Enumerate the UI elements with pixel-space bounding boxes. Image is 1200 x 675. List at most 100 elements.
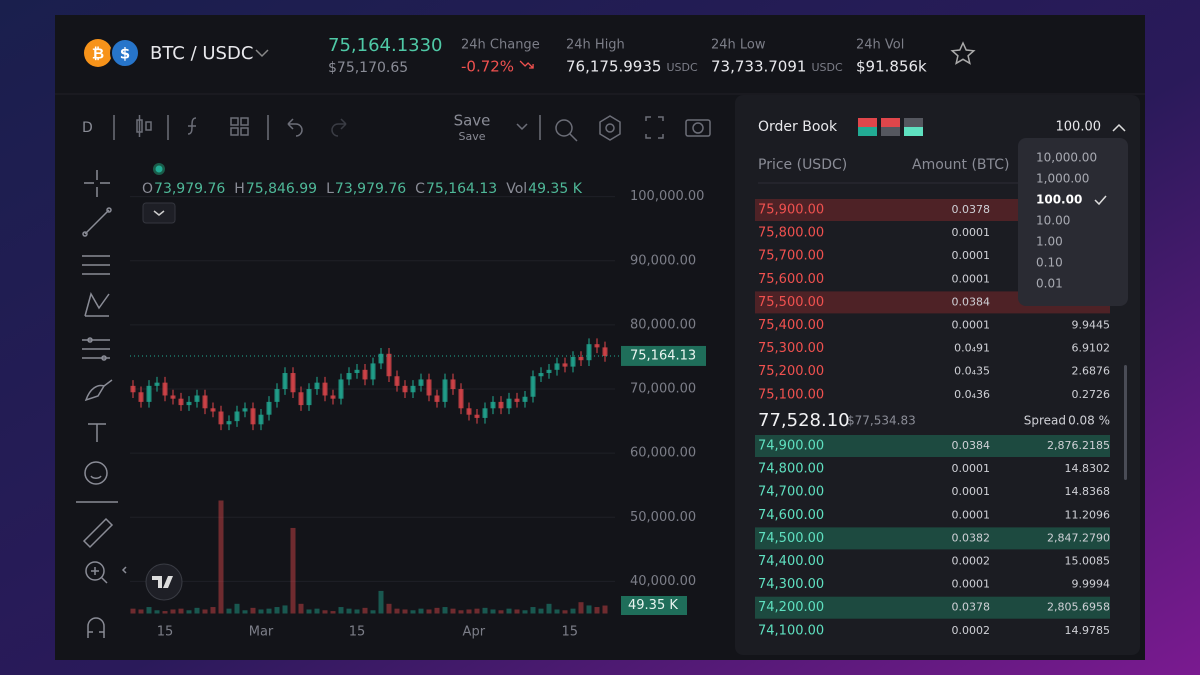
row-total: 11.2096 bbox=[1065, 508, 1111, 521]
volume-bar bbox=[530, 607, 536, 614]
candle-body bbox=[418, 379, 424, 386]
candle-body bbox=[226, 421, 232, 425]
row-amount: 0.0001 bbox=[952, 508, 991, 521]
volume-bar bbox=[506, 608, 512, 614]
usdc-logo bbox=[110, 38, 140, 68]
save-button[interactable]: Save bbox=[454, 112, 491, 130]
volume-bar bbox=[410, 610, 416, 614]
volume-bar bbox=[178, 608, 184, 614]
volume-bar bbox=[562, 610, 568, 614]
row-price: 74,500.00 bbox=[758, 531, 824, 546]
volume-bar bbox=[210, 607, 216, 614]
row-total: 14.9785 bbox=[1065, 624, 1111, 637]
candle-body bbox=[378, 353, 384, 364]
precision-option[interactable]: 10.00 bbox=[1036, 214, 1070, 228]
precision-option[interactable]: 1,000.00 bbox=[1036, 172, 1089, 186]
volume-bar bbox=[498, 610, 504, 614]
row-price: 75,900.00 bbox=[758, 203, 824, 218]
x-tick-label: Apr bbox=[463, 625, 486, 640]
row-price: 75,800.00 bbox=[758, 226, 824, 241]
precision-option[interactable]: 1.00 bbox=[1036, 235, 1063, 249]
candle-body bbox=[450, 379, 456, 390]
tv-glyph bbox=[152, 576, 173, 588]
row-price: 75,500.00 bbox=[758, 295, 824, 310]
candle-body bbox=[434, 395, 440, 402]
row-amount: 0.0384 bbox=[952, 439, 991, 452]
stat-value: -0.72% bbox=[461, 58, 514, 76]
volume-bar bbox=[354, 609, 360, 614]
candle-body bbox=[298, 392, 304, 406]
save-sub: Save bbox=[458, 130, 485, 143]
candle-body bbox=[138, 392, 144, 402]
volume-bar bbox=[482, 607, 488, 614]
row-price: 75,300.00 bbox=[758, 341, 824, 356]
btc-glyph: ₿ bbox=[92, 45, 104, 63]
candle-body bbox=[178, 398, 184, 406]
precision-caret[interactable] bbox=[1112, 123, 1126, 132]
status-dot bbox=[155, 165, 163, 173]
volume-bar bbox=[474, 608, 480, 614]
row-amount: 0.0378 bbox=[952, 601, 991, 614]
drawing-tools[interactable] bbox=[76, 170, 127, 638]
candle-body bbox=[474, 414, 480, 418]
volume-bar bbox=[202, 609, 208, 614]
candle-body bbox=[410, 385, 416, 393]
legend-toggle[interactable] bbox=[142, 202, 176, 224]
candle-body bbox=[146, 385, 152, 402]
precision-option[interactable]: 10,000.00 bbox=[1036, 151, 1097, 165]
candle-body bbox=[458, 389, 464, 409]
candle-body bbox=[290, 373, 296, 393]
precision-option[interactable]: 0.10 bbox=[1036, 256, 1063, 270]
stat-value: $91.856k bbox=[856, 58, 927, 76]
trend-arrow bbox=[519, 60, 534, 69]
row-amount: 0.0001 bbox=[952, 249, 991, 262]
y-tick-label: 70,000.00 bbox=[630, 382, 696, 397]
candle-body bbox=[250, 408, 256, 425]
candle-body bbox=[562, 363, 568, 367]
stat-value: 76,175.9935 bbox=[566, 58, 661, 76]
y-tick-label: 50,000.00 bbox=[630, 510, 696, 525]
candle-body bbox=[354, 369, 360, 374]
volume-bar bbox=[490, 609, 496, 614]
precision-option[interactable]: 0.01 bbox=[1036, 277, 1063, 291]
pair-caret[interactable] bbox=[255, 49, 269, 58]
volume-bar bbox=[602, 605, 608, 614]
candle-body bbox=[386, 353, 392, 377]
favorite-star[interactable] bbox=[950, 41, 976, 65]
candle-body bbox=[402, 385, 408, 393]
row-amount: 0.0001 bbox=[952, 319, 991, 332]
order-book-title: Order Book bbox=[758, 119, 838, 135]
ohlc-value: 75,164.13 bbox=[426, 181, 497, 197]
volume-bar bbox=[570, 608, 576, 614]
row-total: 2,876.2185 bbox=[1047, 439, 1110, 452]
candle-body bbox=[530, 376, 536, 397]
volume-bar bbox=[418, 608, 424, 614]
candle-body bbox=[330, 395, 336, 399]
candle-body bbox=[538, 373, 544, 377]
layout-icons[interactable] bbox=[858, 118, 923, 136]
candle-body bbox=[274, 389, 280, 402]
mid-price: 77,528.10 bbox=[758, 410, 850, 431]
row-amount: 0.0002 bbox=[952, 555, 991, 568]
volume-bar bbox=[386, 603, 392, 614]
spread-value: 0.08 % bbox=[1068, 414, 1110, 428]
row-price: 74,100.00 bbox=[758, 623, 824, 638]
candle-body bbox=[266, 401, 272, 415]
candle-body bbox=[586, 344, 592, 361]
row-total: 14.8302 bbox=[1065, 462, 1111, 475]
volume-bar bbox=[594, 607, 600, 614]
legend-caret bbox=[153, 210, 165, 216]
precision-option[interactable]: 100.00 bbox=[1036, 193, 1082, 207]
row-amount: 0.0382 bbox=[952, 531, 991, 544]
row-amount: 0.0001 bbox=[952, 226, 991, 239]
candle-body bbox=[578, 356, 584, 361]
ohlc-value: 73,979.76 bbox=[335, 181, 406, 197]
last-price-label: 75,164.13 bbox=[630, 348, 696, 363]
row-total: 2,805.6958 bbox=[1047, 601, 1110, 614]
row-price: 74,200.00 bbox=[758, 600, 824, 615]
volume-bar bbox=[466, 609, 472, 614]
volume-bar bbox=[170, 609, 176, 614]
precision-menu bbox=[1018, 138, 1128, 306]
volume-bar bbox=[402, 609, 408, 614]
volume-bar bbox=[546, 603, 552, 614]
